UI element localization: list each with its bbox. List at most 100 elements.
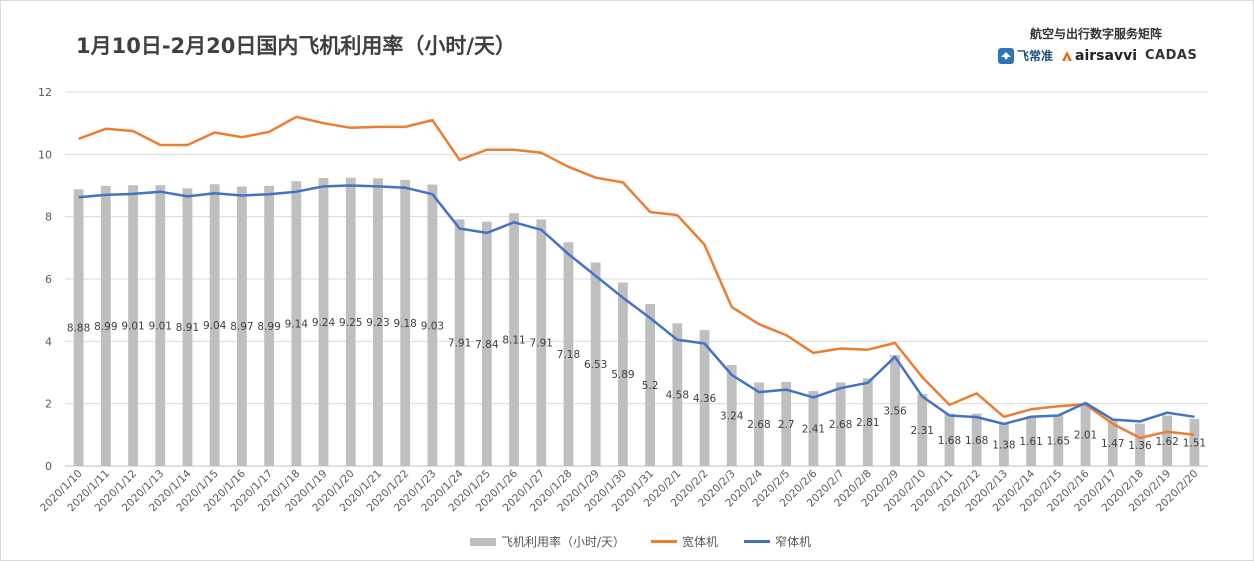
bar <box>1162 415 1173 466</box>
bar-data-label: 7.91 <box>530 338 553 350</box>
bar-data-label: 2.81 <box>856 417 879 429</box>
y-axis-ticks: 0 2 4 6 8 10 12 <box>38 86 52 473</box>
legend-label-widebody: 宽体机 <box>682 535 719 549</box>
bar <box>890 355 900 466</box>
brand-heading: 航空与出行数字服务矩阵 <box>1030 27 1163 41</box>
bar-data-label: 9.18 <box>393 318 416 330</box>
bar-data-label: 8.11 <box>502 335 525 347</box>
legend-swatch-narrowbody <box>744 540 771 543</box>
bar <box>73 189 84 467</box>
cadas-logo: CADAS <box>1145 48 1198 63</box>
bar-data-label: 8.99 <box>94 321 117 333</box>
bar-data-label: 2.68 <box>747 419 770 431</box>
bar <box>835 382 846 466</box>
bar-data-label: 8.99 <box>257 321 280 333</box>
legend: 飞机利用率（小时/天） 宽体机 窄体机 <box>470 533 811 550</box>
y-tick-label: 6 <box>45 273 52 286</box>
legend-item-widebody: 宽体机 <box>651 533 718 550</box>
bar <box>645 303 656 466</box>
bar <box>917 394 928 466</box>
bar-data-label: 8.88 <box>67 323 90 335</box>
y-tick-label: 10 <box>38 148 52 161</box>
bar <box>672 323 683 466</box>
y-tick-label: 2 <box>45 398 52 411</box>
gridlines <box>65 91 1208 405</box>
bar <box>236 186 247 466</box>
bar <box>944 413 955 466</box>
bar <box>427 184 438 466</box>
bar-data-label: 1.68 <box>938 435 961 447</box>
bar-data-label: 9.01 <box>149 321 172 333</box>
bar-data-label: 7.91 <box>448 338 471 350</box>
line-series <box>78 115 1195 440</box>
bar <box>726 365 737 466</box>
x-axis-ticks: 2020/1/102020/1/112020/1/122020/1/132020… <box>38 465 1208 514</box>
bar <box>808 390 819 466</box>
bar-data-label: 8.91 <box>176 322 199 334</box>
bar-data-label: 9.23 <box>366 317 389 329</box>
bar-data-label: 4.36 <box>693 393 717 405</box>
bar-data-label: 9.24 <box>312 317 336 329</box>
bar <box>862 378 873 466</box>
bar <box>617 282 628 466</box>
bar-data-label: 2.41 <box>802 423 825 435</box>
bar-data-label: 1.38 <box>992 439 1015 451</box>
bar <box>781 381 792 466</box>
bar <box>998 422 1009 466</box>
bar-data-label: 9.03 <box>421 320 444 332</box>
bar-data-label: 1.51 <box>1183 437 1206 449</box>
y-tick-label: 12 <box>38 86 52 99</box>
legend-item-utilization: 飞机利用率（小时/天） <box>470 533 625 550</box>
bar <box>318 178 329 466</box>
bar <box>1026 415 1037 466</box>
feichangzhun-logo-text: 飞常准 <box>1017 49 1054 63</box>
bar-data-label: 5.89 <box>611 369 634 381</box>
bar <box>291 181 302 467</box>
bar <box>264 185 275 467</box>
feichangzhun-logo-mark <box>998 47 1014 64</box>
legend-swatch-utilization <box>470 537 496 546</box>
bar <box>1135 423 1145 466</box>
bar-data-label: 3.24 <box>720 411 744 423</box>
bar <box>590 262 601 466</box>
bar <box>754 382 764 466</box>
bar-data-label: 2.7 <box>778 419 795 431</box>
bar <box>128 185 138 466</box>
bar-series <box>73 177 1200 467</box>
bar <box>182 188 193 466</box>
bar <box>373 178 383 466</box>
bar-data-label: 9.14 <box>285 319 309 331</box>
bar <box>1107 420 1118 466</box>
bar <box>400 179 411 466</box>
bar <box>563 242 574 466</box>
airsavvi-logo-text: airsavvi <box>1075 47 1137 64</box>
bar-data-labels: 8.88 8.99 9.01 9.01 8.91 9.04 8.97 8.99 9.14 9.24… <box>67 317 1206 452</box>
legend-item-narrowbody: 窄体机 <box>744 533 811 550</box>
y-tick-label: 0 <box>45 460 52 473</box>
bar-data-label: 8.97 <box>230 321 253 333</box>
bar-data-label: 9.04 <box>203 320 227 332</box>
chart-title: 1月10日-2月20日国内飞机利用率（小时/天） <box>76 34 517 58</box>
y-tick-label: 8 <box>45 211 52 224</box>
feichangzhun-logo: 飞常准 <box>998 47 1053 64</box>
bar <box>1080 403 1091 466</box>
bar <box>536 219 547 466</box>
bar <box>209 184 220 466</box>
bar <box>100 185 111 467</box>
airsavvi-logo-mark <box>1062 50 1073 61</box>
bar-data-label: 1.47 <box>1101 438 1124 450</box>
bar-data-label: 6.53 <box>584 359 607 371</box>
legend-label-utilization: 飞机利用率（小时/天） <box>501 535 626 549</box>
bar-data-label: 2.31 <box>911 425 934 437</box>
legend-swatch-widebody <box>651 540 678 543</box>
series-line-widebody <box>78 115 1195 440</box>
bar <box>481 221 492 466</box>
bar <box>509 213 519 466</box>
series-line-narrowbody <box>78 184 1195 426</box>
bar-data-label: 1.68 <box>965 435 988 447</box>
y-tick-label: 4 <box>45 335 52 348</box>
bar-data-label: 9.01 <box>121 321 144 333</box>
bar-data-label: 1.65 <box>1047 435 1070 447</box>
bar-data-label: 1.62 <box>1155 436 1178 448</box>
